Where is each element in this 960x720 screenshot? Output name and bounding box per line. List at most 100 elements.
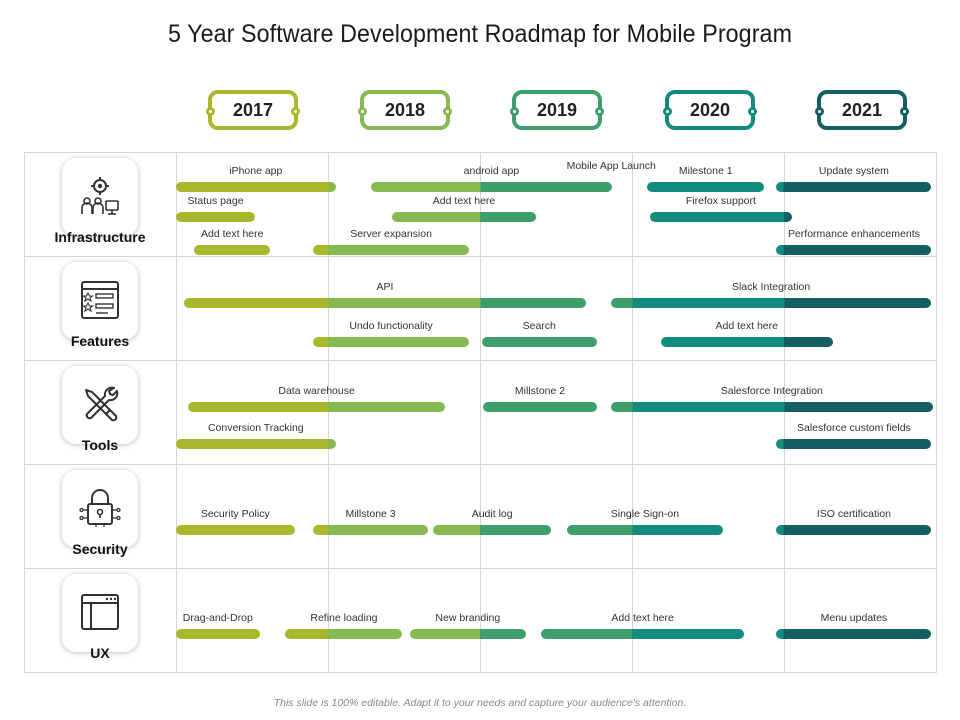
year-box-2018: 2018 <box>358 90 452 130</box>
year-label: 2021 <box>841 99 883 120</box>
gear-people-icon <box>81 177 119 215</box>
task-label: Single Sign-on <box>610 508 680 520</box>
checklist-icon <box>81 281 119 319</box>
task-label: android app <box>463 165 520 177</box>
year-label: 2020 <box>689 99 731 120</box>
task-label: API <box>376 281 394 293</box>
task-bar[interactable] <box>176 182 336 192</box>
category-security: Security <box>24 464 176 568</box>
task-label: Drag-and-Drop <box>182 612 253 624</box>
task-bar[interactable] <box>647 182 765 192</box>
year-box-2019: 2019 <box>510 90 604 130</box>
footer-note: This slide is 100% editable. Adapt it to… <box>273 697 687 709</box>
year-label: 2018 <box>384 99 426 120</box>
task-bar[interactable] <box>176 212 256 222</box>
task-bar[interactable] <box>176 525 295 535</box>
task-label: Millstone 3 <box>345 508 396 520</box>
task-label: Conversion Tracking <box>207 422 304 434</box>
task-bar[interactable] <box>176 629 260 639</box>
task-bar[interactable] <box>540 629 745 639</box>
grid-col-line <box>24 152 25 673</box>
task-bar[interactable] <box>188 402 446 412</box>
icon-card <box>62 574 138 652</box>
task-bar[interactable] <box>610 298 932 308</box>
category-label: Security <box>72 541 128 557</box>
task-bar[interactable] <box>481 337 598 347</box>
task-bar[interactable] <box>776 439 932 449</box>
task-label: Add text here <box>715 320 778 332</box>
task-label: Undo functionality <box>349 320 433 332</box>
grid-col-line <box>936 152 937 673</box>
task-label: ISO certification <box>816 508 891 520</box>
task-label: Server expansion <box>350 228 432 240</box>
task-bar[interactable] <box>410 629 526 639</box>
category-infrastructure: Infrastructure <box>24 152 176 256</box>
task-label: Salesforce Integration <box>720 385 823 397</box>
task-label: Audit log <box>471 508 513 520</box>
grid-col-line <box>176 152 177 673</box>
task-bar[interactable] <box>312 525 429 535</box>
task-bar[interactable] <box>776 525 932 535</box>
year-box-2020: 2020 <box>663 90 757 130</box>
task-label: Menu updates <box>820 612 888 624</box>
year-box-2021: 2021 <box>815 90 909 130</box>
task-bar[interactable] <box>285 629 403 639</box>
icon-card <box>62 158 138 236</box>
task-bar[interactable] <box>312 245 470 255</box>
icon-card <box>62 262 138 340</box>
category-features: Features <box>24 256 176 360</box>
task-label: Add text here <box>201 228 264 240</box>
year-label: 2017 <box>232 99 274 120</box>
grid-col-line <box>480 152 481 673</box>
grid-col-line <box>784 152 785 673</box>
task-label: Performance enhancements <box>787 228 920 240</box>
task-bar[interactable] <box>194 245 271 255</box>
task-label: Firefox support <box>685 195 756 207</box>
task-bar[interactable] <box>312 337 470 347</box>
task-label: Refine loading <box>310 612 378 624</box>
task-bar[interactable] <box>776 182 932 192</box>
task-label: Slack Integration <box>731 281 811 293</box>
task-label: Status page <box>187 195 244 207</box>
task-bar[interactable] <box>391 212 537 222</box>
task-bar[interactable] <box>776 629 932 639</box>
task-bar[interactable] <box>483 402 598 412</box>
task-label: Millstone 2 <box>514 385 566 397</box>
task-label: Milestone 1 <box>678 165 733 177</box>
task-label: Mobile App Launch <box>566 160 656 172</box>
task-bar[interactable] <box>660 337 833 347</box>
task-bar[interactable] <box>650 212 792 222</box>
category-label: Features <box>70 333 130 349</box>
task-label: Search <box>522 320 556 332</box>
page-title: 5 Year Software Development Roadmap for … <box>167 20 793 48</box>
grid-col-line <box>328 152 329 673</box>
task-label: Data warehouse <box>278 385 355 397</box>
task-bar[interactable] <box>370 182 613 192</box>
task-label: Update system <box>818 165 889 177</box>
year-box-2017: 2017 <box>206 90 300 130</box>
task-label: iPhone app <box>229 165 283 177</box>
browser-window-icon <box>81 594 119 630</box>
lock-circuit-icon <box>79 489 121 527</box>
task-label: Add text here <box>432 195 496 207</box>
tools-icon <box>85 386 119 422</box>
category-label: UX <box>90 645 110 661</box>
task-bar[interactable] <box>183 298 587 308</box>
category-label: Infrastructure <box>54 229 146 245</box>
category-tools: Tools <box>24 360 176 464</box>
icon-card <box>62 470 138 548</box>
year-label: 2019 <box>536 99 578 120</box>
task-label: New branding <box>435 612 501 624</box>
task-label: Salesforce custom fields <box>797 422 911 434</box>
grid-col-line <box>632 152 633 673</box>
task-bar[interactable] <box>610 402 933 412</box>
task-bar[interactable] <box>176 439 336 449</box>
task-label: Add text here <box>611 612 674 624</box>
task-bar[interactable] <box>432 525 552 535</box>
task-label: Security Policy <box>200 508 270 520</box>
category-label: Tools <box>81 437 119 453</box>
category-ux: UX <box>24 568 176 672</box>
task-bar[interactable] <box>776 245 932 255</box>
task-bar[interactable] <box>566 525 724 535</box>
icon-card <box>62 366 138 444</box>
